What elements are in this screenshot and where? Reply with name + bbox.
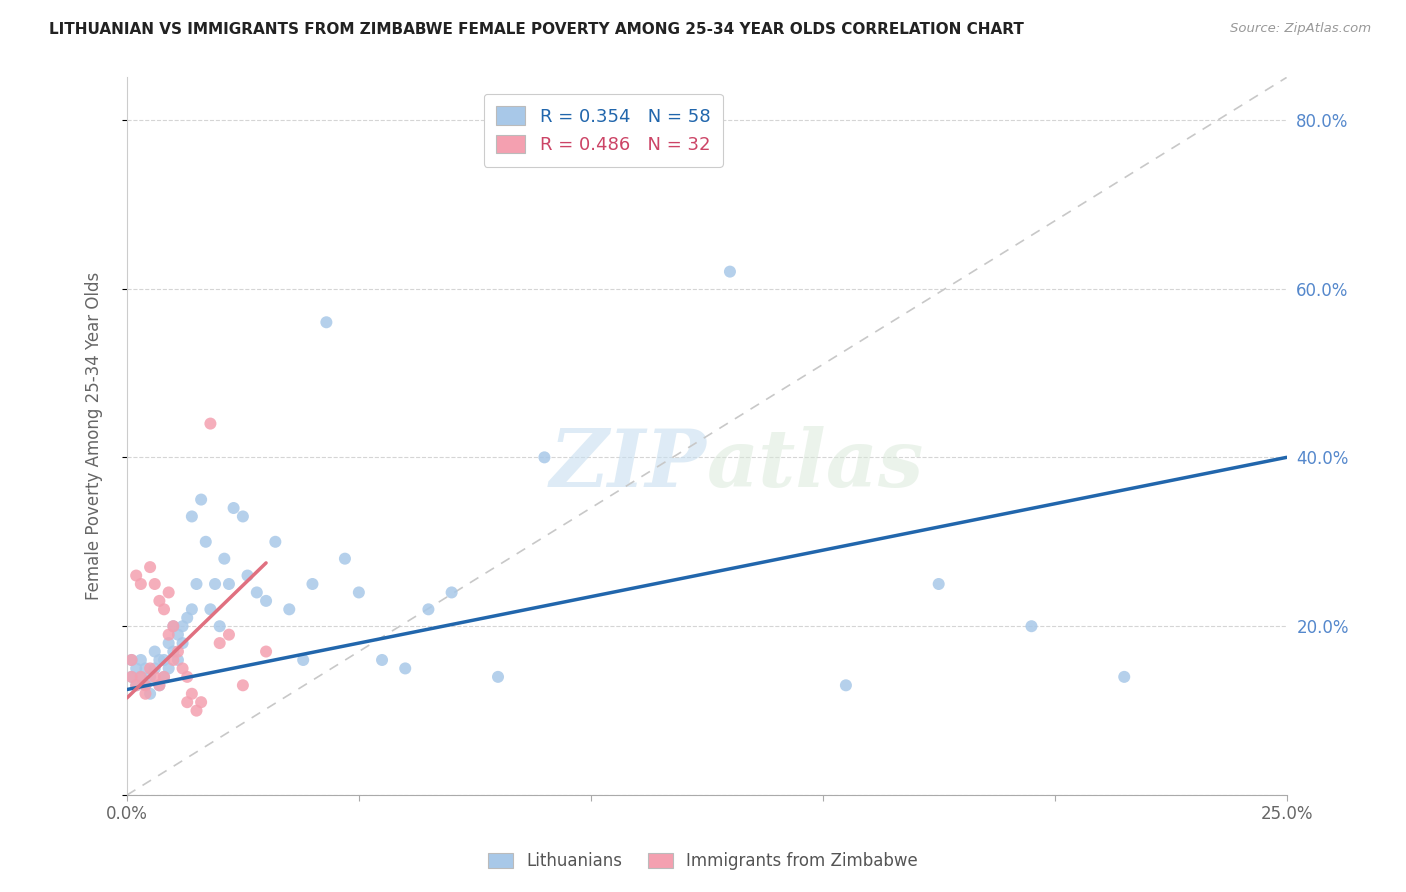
Point (139, 687, 162, 701)
Point (246, 585, 269, 599)
Point (186, 704, 208, 718)
Point (180, 602, 202, 616)
Point (254, 594, 277, 608)
Point (204, 577, 226, 591)
Point (121, 670, 143, 684)
Point (718, 265, 741, 279)
Point (315, 315, 337, 329)
Point (153, 602, 176, 616)
Point (333, 551, 356, 566)
Point (148, 653, 170, 667)
Point (153, 670, 176, 684)
Point (134, 687, 156, 701)
Point (208, 619, 231, 633)
Point (176, 611, 198, 625)
Point (928, 577, 950, 591)
Point (134, 678, 156, 692)
Point (157, 585, 180, 599)
Point (153, 670, 176, 684)
Point (232, 678, 254, 692)
Point (129, 577, 152, 591)
Text: LITHUANIAN VS IMMIGRANTS FROM ZIMBABWE FEMALE POVERTY AMONG 25-34 YEAR OLDS CORR: LITHUANIAN VS IMMIGRANTS FROM ZIMBABWE F… (49, 22, 1024, 37)
Point (172, 661, 194, 675)
Point (139, 560, 162, 574)
Point (835, 678, 858, 692)
Point (148, 678, 170, 692)
Point (486, 670, 509, 684)
Point (148, 594, 170, 608)
Point (264, 534, 287, 549)
Text: Source: ZipAtlas.com: Source: ZipAtlas.com (1230, 22, 1371, 36)
Point (190, 492, 212, 507)
Point (125, 678, 148, 692)
Text: atlas: atlas (707, 426, 924, 504)
Point (121, 670, 143, 684)
Point (162, 644, 184, 658)
Point (232, 509, 254, 524)
Point (236, 568, 259, 582)
Point (371, 653, 394, 667)
Point (157, 661, 180, 675)
Point (148, 678, 170, 692)
Point (167, 653, 190, 667)
Point (176, 670, 198, 684)
Point (143, 670, 166, 684)
Text: ZIP: ZIP (550, 426, 707, 504)
Point (139, 670, 162, 684)
Point (143, 577, 166, 591)
Point (143, 661, 166, 675)
Point (190, 695, 212, 709)
Point (129, 653, 152, 667)
Point (214, 551, 236, 566)
Point (157, 627, 180, 641)
Point (180, 687, 202, 701)
Point (129, 670, 152, 684)
Point (176, 695, 198, 709)
Point (125, 568, 148, 582)
Point (1021, 619, 1043, 633)
Point (218, 627, 240, 641)
Point (172, 619, 194, 633)
Point (418, 602, 440, 616)
Point (180, 509, 202, 524)
Point (121, 653, 143, 667)
Point (143, 644, 166, 658)
Point (533, 450, 555, 465)
Point (167, 627, 190, 641)
Point (218, 577, 240, 591)
Point (440, 585, 463, 599)
Point (208, 636, 231, 650)
Point (1114, 670, 1136, 684)
Point (278, 602, 301, 616)
Point (301, 577, 323, 591)
Legend: Lithuanians, Immigrants from Zimbabwe: Lithuanians, Immigrants from Zimbabwe (482, 846, 924, 877)
Point (200, 602, 222, 616)
Point (186, 577, 208, 591)
Point (222, 501, 245, 516)
Legend: R = 0.354   N = 58, R = 0.486   N = 32: R = 0.354 N = 58, R = 0.486 N = 32 (484, 94, 723, 167)
Y-axis label: Female Poverty Among 25-34 Year Olds: Female Poverty Among 25-34 Year Olds (86, 272, 103, 600)
Point (292, 653, 315, 667)
Point (394, 661, 416, 675)
Point (162, 653, 184, 667)
Point (134, 678, 156, 692)
Point (121, 653, 143, 667)
Point (194, 534, 217, 549)
Point (347, 585, 370, 599)
Point (129, 670, 152, 684)
Point (254, 644, 277, 658)
Point (125, 678, 148, 692)
Point (162, 619, 184, 633)
Point (139, 661, 162, 675)
Point (125, 661, 148, 675)
Point (172, 636, 194, 650)
Point (200, 417, 222, 431)
Point (167, 644, 190, 658)
Point (157, 636, 180, 650)
Point (134, 661, 156, 675)
Point (153, 653, 176, 667)
Point (162, 619, 184, 633)
